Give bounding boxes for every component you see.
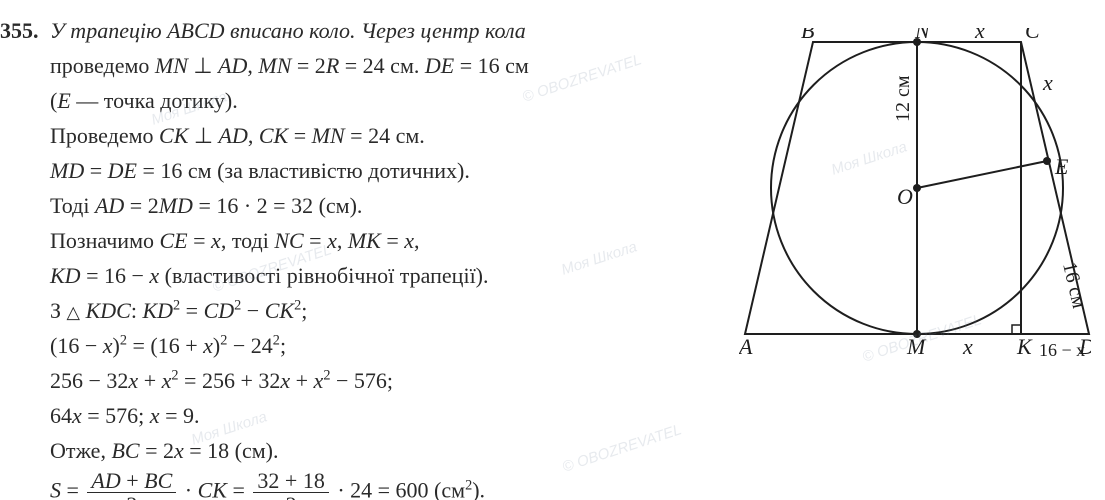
svg-text:12 см: 12 см (892, 75, 914, 122)
line-4: Проведемо CK ⊥ AD, CK = MN = 24 см. (50, 119, 770, 152)
svg-text:E: E (1054, 154, 1069, 179)
line-10: (16 − x)2 = (16 + x)2 − 242; (50, 329, 770, 362)
svg-text:C: C (1025, 28, 1040, 43)
geometry-figure: ABNCDMKEOxxx16 − x12 см16 см (739, 28, 1091, 364)
svg-text:N: N (914, 28, 931, 43)
line-12: 64x = 576; x = 9. (50, 399, 770, 432)
line-5: MD = DE = 16 см (за властивістю дотичних… (50, 154, 770, 187)
svg-text:B: B (801, 28, 814, 43)
svg-text:x: x (962, 334, 973, 359)
line-2: проведемо MN ⊥ AD, MN = 2R = 24 см. DE =… (50, 49, 770, 82)
line-14: S = AD + BC 2 · CK = 32 + 18 2 · 24 = 60… (50, 469, 770, 500)
solution-text: У трапецію ABCD вписано коло. Через цент… (50, 14, 770, 500)
line-9: З △ KDC: KD2 = CD2 − CK2; (50, 294, 770, 327)
fraction-2: 32 + 18 2 (253, 469, 328, 500)
problem-number: 355. (0, 14, 39, 47)
svg-text:K: K (1016, 334, 1033, 359)
line-1: У трапецію ABCD вписано коло. Через цент… (50, 14, 770, 47)
svg-text:x: x (974, 28, 985, 43)
figure-svg: ABNCDMKEOxxx16 − x12 см16 см (739, 28, 1091, 364)
line-13: Отже, BC = 2x = 18 (см). (50, 434, 770, 467)
line-7: Позначимо CE = x, тоді NC = x, MK = x, (50, 224, 770, 257)
fraction-1: AD + BC 2 (87, 469, 176, 500)
svg-text:O: O (897, 184, 913, 209)
line-3: (E — точка дотику). (50, 84, 770, 117)
svg-text:16 см: 16 см (1058, 260, 1090, 311)
page: 355. У трапецію ABCD вписано коло. Через… (0, 0, 1105, 500)
svg-text:M: M (906, 334, 927, 359)
svg-text:16 − x: 16 − x (1039, 340, 1085, 360)
line-8: KD = 16 − x (властивості рівнобічної тра… (50, 259, 770, 292)
line-11: 256 − 32x + x2 = 256 + 32x + x2 − 576; (50, 364, 770, 397)
svg-text:A: A (739, 334, 753, 359)
svg-text:x: x (1042, 70, 1053, 95)
line-6: Тоді AD = 2MD = 16 · 2 = 32 (см). (50, 189, 770, 222)
